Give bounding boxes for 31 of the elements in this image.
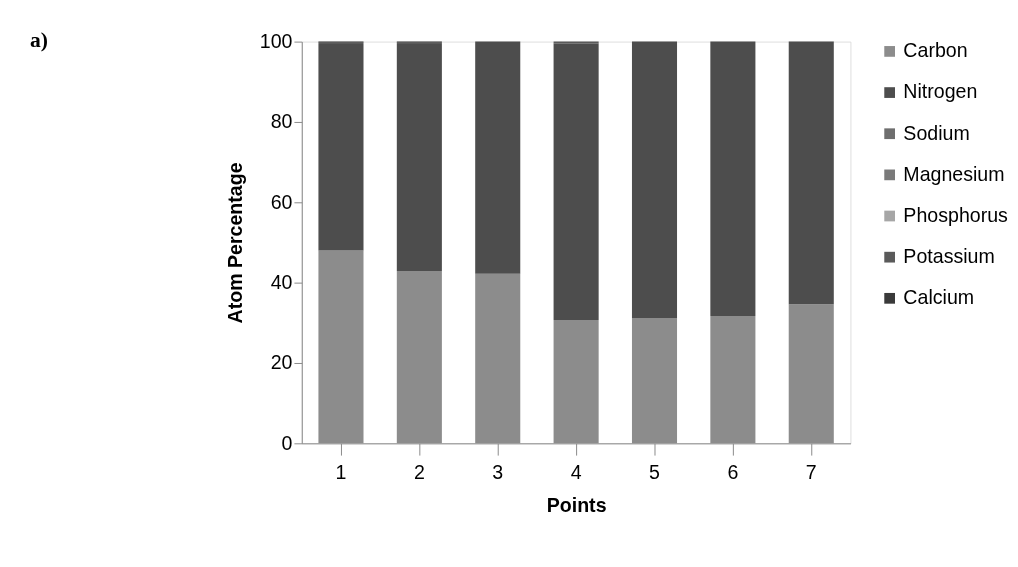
- legend-label: Phosphorus: [903, 203, 1009, 226]
- text: a): [30, 27, 48, 52]
- bar: [553, 43, 599, 321]
- x-tick-label: 4: [570, 461, 582, 484]
- y-tick-label: 20: [270, 351, 293, 374]
- legend-label: Sodium: [903, 121, 970, 144]
- y-axis-title: Atom Percentage: [224, 162, 247, 324]
- legend-label: Nitrogen: [903, 80, 978, 103]
- bar: [475, 41, 521, 274]
- x-axis-title: Points: [546, 494, 607, 517]
- x-tick-label: 7: [805, 461, 817, 484]
- legend-label: Calcium: [903, 286, 975, 309]
- x-tick-label: 6: [727, 461, 739, 484]
- bar: [318, 44, 364, 251]
- bar: [553, 41, 599, 44]
- x-tick-label: 3: [492, 461, 504, 484]
- bar: [396, 44, 442, 271]
- legend-label: Potassium: [903, 245, 995, 268]
- x-tick-label: 5: [649, 461, 661, 484]
- bar: [631, 41, 678, 318]
- y-tick-label: 80: [270, 110, 293, 133]
- x-tick-label: 2: [413, 461, 425, 484]
- y-tick-label: 60: [270, 190, 293, 213]
- bar: [788, 41, 834, 305]
- bar: [710, 41, 756, 316]
- x-tick-label: 1: [335, 461, 347, 484]
- legend-label: Magnesium: [903, 162, 1005, 185]
- y-tick-label: 100: [259, 29, 293, 52]
- legend-label: Carbon: [903, 39, 968, 62]
- y-tick-label: 40: [270, 271, 293, 294]
- y-tick-label: 0: [281, 431, 293, 454]
